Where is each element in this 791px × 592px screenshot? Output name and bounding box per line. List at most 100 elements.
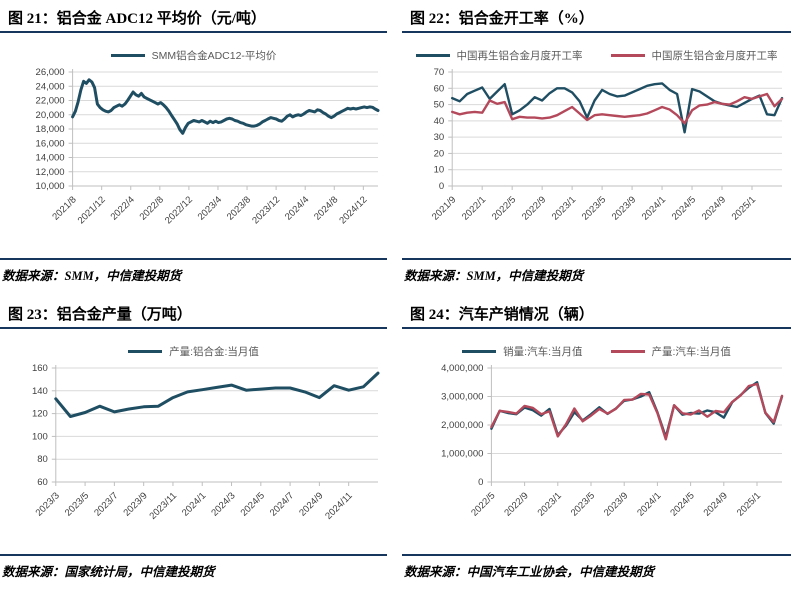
y-axis-label: 10,000 (36, 181, 65, 192)
y-axis-label: 60 (434, 83, 445, 94)
x-axis-label: 2023/1 (536, 490, 564, 518)
y-axis-label: 80 (37, 454, 48, 465)
source-text-fig21: 数据来源：SMM，中信建投期货 (2, 269, 182, 283)
x-axis-label: 2024/9 (702, 490, 730, 518)
x-axis-label: 2025/1 (735, 490, 763, 518)
y-axis-label: 10 (434, 165, 445, 176)
x-axis-label: 2024/1 (640, 194, 668, 222)
data-line-series (451, 82, 784, 134)
x-axis-label: 2022/1 (460, 194, 488, 222)
y-axis-label: 2,000,000 (441, 420, 483, 431)
x-axis-label: 2024/5 (670, 194, 698, 222)
chart-plot-fig24: 0 1,000,000 2,000,000 3,000,000 4,000,000 202… (441, 363, 784, 519)
legend-label: 产量:汽车:当月值 (651, 345, 731, 358)
source-rule (0, 554, 387, 556)
x-axis-label: 2023/5 (63, 490, 91, 518)
title-rule (0, 31, 387, 33)
y-axis-label: 22,000 (36, 96, 65, 107)
x-axis-label: 2023/9 (602, 490, 630, 518)
panel-fig23: 图 23：铝合金产量（万吨） 产量:铝合金:当月值 60 80 100 120 140 1… (0, 296, 387, 580)
y-axis-label: 100 (32, 431, 48, 442)
legend-label: 中国再生铝合金月度开工率 (456, 49, 583, 62)
data-line-series (54, 371, 380, 418)
legend-label: 销量:汽车:当月值 (503, 345, 583, 358)
legend-line-swatch (415, 53, 450, 57)
legend-entry: 产量:铝合金:当月值 (128, 344, 259, 359)
chart-title-fig24: 图 24：汽车产销情况（辆） (410, 307, 594, 323)
x-axis-label: 2023/9 (610, 194, 638, 222)
y-axis-label: 120 (32, 409, 48, 420)
x-axis-label: 2024/7 (268, 490, 296, 518)
y-axis-label: 0 (478, 477, 483, 488)
x-axis-label: 2023/8 (225, 194, 253, 222)
x-axis-label: 2021/9 (430, 194, 458, 222)
x-axis-label: 2022/9 (520, 194, 548, 222)
x-axis-label: 2024/5 (668, 490, 696, 518)
x-axis-label: 2024/12 (337, 194, 369, 226)
x-axis-label: 2022/9 (502, 490, 530, 518)
data-line-series (71, 78, 380, 135)
y-axis-label: 160 (32, 363, 48, 374)
legend-line-swatch (110, 53, 145, 57)
source-text-fig23: 数据来源：国家统计局，中信建投期货 (2, 565, 215, 579)
x-axis-label: 2022/12 (163, 194, 195, 226)
chart-plot-fig21: 10,000 12,000 14,000 16,000 18,000 20,000 22,0… (36, 67, 380, 226)
x-axis-label: 2023/5 (569, 490, 597, 518)
x-axis-label: 2024/9 (297, 490, 325, 518)
x-axis-label: 2023/11 (148, 490, 180, 522)
x-axis-label: 2024/5 (239, 490, 267, 518)
title-rule (402, 31, 791, 33)
x-axis-label: 2023/12 (250, 194, 282, 226)
legend-fig22: 中国再生铝合金月度开工率 中国原生铝合金月度开工率 (402, 46, 791, 64)
x-axis-label: 2024/9 (700, 194, 728, 222)
panel-fig21: 图 21：铝合金 ADC12 平均价（元/吨） SMM铝合金ADC12-平均价 … (0, 0, 387, 284)
source-rule (402, 258, 791, 260)
x-axis-label: 2022/8 (138, 194, 166, 222)
y-axis-label: 18,000 (36, 124, 65, 135)
x-axis-label: 2024/4 (283, 194, 311, 222)
y-axis-label: 50 (434, 100, 445, 111)
y-axis-label: 26,000 (36, 67, 65, 78)
title-rule (402, 327, 791, 329)
legend-label: 产量:铝合金:当月值 (169, 345, 259, 358)
x-axis-label: 2024/1 (635, 490, 663, 518)
legend-entry: 销量:汽车:当月值 (462, 344, 583, 359)
legend-entry: SMM铝合金ADC12-平均价 (110, 48, 277, 63)
legend-label: SMM铝合金ADC12-平均价 (151, 49, 277, 62)
x-axis-label: 2023/3 (34, 490, 62, 518)
x-axis-label: 2024/11 (323, 490, 355, 522)
y-axis-label: 70 (434, 67, 445, 78)
source-rule (402, 554, 791, 556)
legend-fig24: 销量:汽车:当月值 产量:汽车:当月值 (402, 342, 791, 360)
x-axis-label: 2023/1 (550, 194, 578, 222)
x-axis-label: 2023/7 (92, 490, 120, 518)
source-rule (0, 258, 387, 260)
legend-line-swatch (462, 349, 497, 353)
x-axis-label: 2023/9 (121, 490, 149, 518)
legend-line-swatch (610, 349, 645, 353)
x-axis-label: 2023/4 (196, 194, 224, 222)
legend-label: 中国原生铝合金月度开工率 (651, 49, 778, 62)
x-axis-label: 2023/5 (580, 194, 608, 222)
y-axis-label: 4,000,000 (441, 363, 483, 374)
title-rule (0, 327, 387, 329)
x-axis-label: 2024/1 (180, 490, 208, 518)
chart-plot-fig23: 60 80 100 120 140 160 2023/3 2023/5 2023/7 2023/9… (32, 363, 380, 522)
legend-entry: 中国再生铝合金月度开工率 (415, 48, 583, 63)
legend-fig23: 产量:铝合金:当月值 (0, 342, 387, 360)
y-axis-label: 20 (434, 148, 445, 159)
chart-title-fig22: 图 22：铝合金开工率（%） (410, 11, 594, 27)
x-axis-label: 2022/4 (109, 194, 137, 222)
x-axis-label: 2022/5 (469, 490, 497, 518)
source-text-fig24: 数据来源：中国汽车工业协会，中信建投期货 (404, 565, 655, 579)
legend-line-swatch (610, 53, 645, 57)
legend-line-swatch (128, 349, 163, 353)
y-axis-label: 14,000 (36, 153, 65, 164)
y-axis-label: 1,000,000 (441, 449, 483, 460)
y-axis-label: 0 (439, 181, 444, 192)
y-axis-label: 3,000,000 (441, 392, 483, 403)
x-axis-label: 2021/12 (76, 194, 108, 226)
panel-fig22: 图 22：铝合金开工率（%） 中国再生铝合金月度开工率 中国原生铝合金月度开工率 … (402, 0, 791, 284)
data-line-series (451, 92, 784, 125)
